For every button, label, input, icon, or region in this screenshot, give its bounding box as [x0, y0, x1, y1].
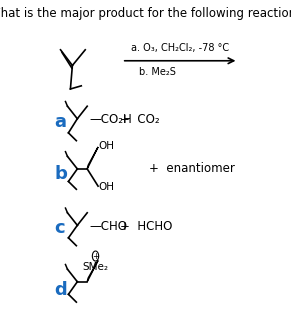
Text: OH: OH — [99, 182, 115, 192]
Text: What is the major product for the following reaction?: What is the major product for the follow… — [0, 7, 291, 20]
Text: SMe₂: SMe₂ — [83, 262, 109, 272]
Polygon shape — [87, 147, 98, 169]
Text: —CHO: —CHO — [89, 220, 127, 233]
Text: +  HCHO: + HCHO — [120, 220, 172, 233]
Text: a: a — [55, 113, 67, 131]
Text: b. Me₂S: b. Me₂S — [139, 67, 176, 77]
Text: +  CO₂: + CO₂ — [120, 113, 159, 126]
Text: c: c — [55, 219, 65, 237]
Text: b: b — [55, 165, 68, 182]
Text: +  enantiomer: + enantiomer — [150, 162, 235, 175]
Text: d: d — [55, 281, 67, 299]
Text: +: + — [92, 252, 99, 261]
Text: —CO₂H: —CO₂H — [89, 113, 132, 126]
Polygon shape — [87, 260, 98, 282]
Text: a. O₃, CH₂Cl₂, -78 °C: a. O₃, CH₂Cl₂, -78 °C — [131, 43, 229, 53]
Text: OH: OH — [99, 141, 115, 151]
